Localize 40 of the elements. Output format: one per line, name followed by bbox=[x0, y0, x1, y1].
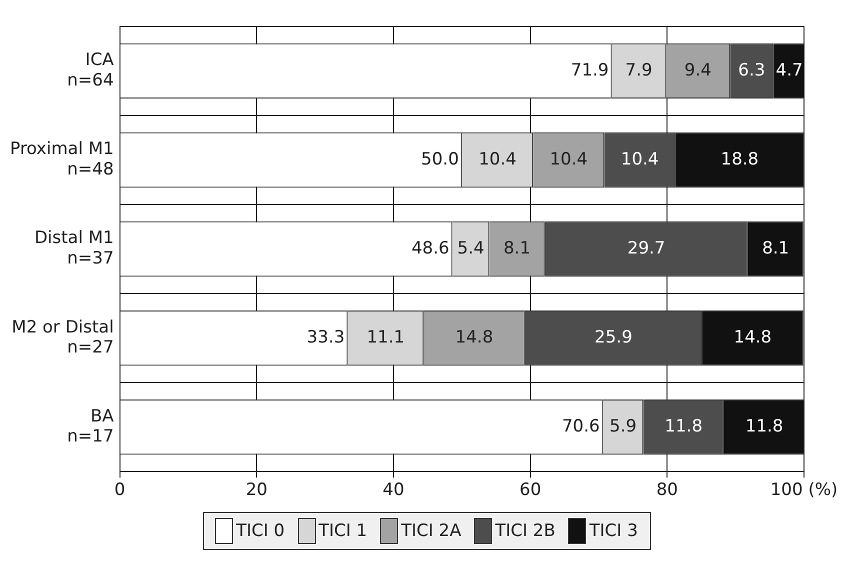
y-tick-label: Distal M1 n=37 bbox=[34, 228, 114, 269]
data-label: 4.7 bbox=[776, 60, 803, 80]
legend-label: TICI 1 bbox=[318, 521, 368, 541]
y-tick-label: BA n=17 bbox=[67, 406, 114, 447]
data-label: 11.8 bbox=[664, 416, 703, 436]
data-label: 10.4 bbox=[620, 149, 659, 170]
legend-label: TICI 2A bbox=[401, 521, 462, 541]
data-label: 11.8 bbox=[745, 416, 784, 436]
data-label: 18.8 bbox=[720, 149, 759, 170]
x-tick-label: 40 bbox=[382, 480, 404, 500]
legend-label: TICI 3 bbox=[589, 521, 638, 541]
x-tick-label: 20 bbox=[246, 480, 268, 500]
data-label: 48.6 bbox=[411, 238, 450, 258]
data-label: 70.6 bbox=[562, 416, 600, 436]
data-label: 14.8 bbox=[734, 327, 772, 348]
data-label: 5.4 bbox=[457, 238, 484, 258]
data-label: 14.8 bbox=[455, 327, 494, 348]
data-label: 6.3 bbox=[738, 60, 766, 80]
data-label: 33.3 bbox=[306, 327, 345, 348]
x-tick-label: 100 (%) bbox=[770, 480, 838, 500]
data-label: 10.4 bbox=[550, 149, 588, 170]
data-label: 29.7 bbox=[627, 238, 666, 258]
data-label: 25.9 bbox=[594, 327, 632, 348]
legend-label: TICI 2B bbox=[495, 521, 556, 541]
x-tick-label: 80 bbox=[656, 480, 678, 500]
data-label: 8.1 bbox=[503, 238, 531, 258]
y-tick-label: Proximal M1 n=48 bbox=[10, 139, 114, 180]
y-tick-label: ICA n=64 bbox=[67, 50, 114, 91]
data-label: 8.1 bbox=[762, 238, 790, 258]
data-label: 11.1 bbox=[366, 327, 405, 348]
data-label: 10.4 bbox=[478, 149, 516, 170]
x-tick-label: 60 bbox=[520, 480, 542, 500]
legend-label: TICI 0 bbox=[236, 521, 285, 541]
data-label: 71.9 bbox=[570, 60, 609, 80]
y-tick-label: M2 or Distal n=27 bbox=[12, 317, 114, 358]
data-label: 50.0 bbox=[421, 149, 459, 170]
data-label: 5.9 bbox=[610, 416, 637, 436]
data-label: 9.4 bbox=[684, 60, 712, 80]
data-label: 7.9 bbox=[625, 60, 652, 80]
x-tick-label: 0 bbox=[114, 480, 126, 500]
